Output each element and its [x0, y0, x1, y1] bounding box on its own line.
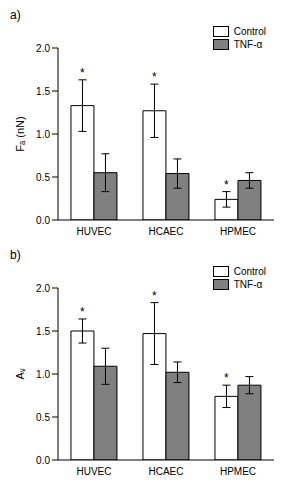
svg-text:Fₐ (nN): Fₐ (nN)	[14, 116, 26, 151]
svg-text:2.0: 2.0	[36, 43, 50, 54]
svg-text:*: *	[152, 70, 157, 84]
html-text:Control: Control	[233, 26, 266, 37]
svg-text:HPMEC: HPMEC	[220, 466, 256, 477]
svg-text:*: *	[80, 66, 85, 80]
svg-text:HUVEC: HUVEC	[76, 466, 111, 477]
html-text:Control: Control	[233, 266, 266, 277]
svg-text:*: *	[224, 178, 229, 192]
svg-text:1.0: 1.0	[36, 129, 50, 140]
svg-text:0.5: 0.5	[36, 412, 50, 423]
svg-text:HPMEC: HPMEC	[220, 226, 256, 237]
svg-text:Aᵥ: Aᵥ	[14, 368, 26, 379]
svg-text:2.0: 2.0	[36, 283, 50, 294]
html-text:b): b)	[10, 248, 21, 262]
svg-text:HCAEC: HCAEC	[148, 466, 183, 477]
svg-text:0.0: 0.0	[36, 455, 50, 466]
svg-text:0.0: 0.0	[36, 215, 50, 226]
svg-text:1.5: 1.5	[36, 326, 50, 337]
svg-text:HUVEC: HUVEC	[76, 226, 111, 237]
svg-text:*: *	[80, 305, 85, 319]
svg-text:1.0: 1.0	[36, 369, 50, 380]
html-text:a): a)	[10, 8, 21, 22]
html-text:TNF-α: TNF-α	[233, 39, 263, 50]
svg-text:*: *	[224, 371, 229, 385]
svg-text:1.5: 1.5	[36, 86, 50, 97]
svg-text:*: *	[152, 289, 157, 303]
svg-text:HCAEC: HCAEC	[148, 226, 183, 237]
html-text:TNF-α: TNF-α	[233, 279, 263, 290]
svg-text:0.5: 0.5	[36, 172, 50, 183]
